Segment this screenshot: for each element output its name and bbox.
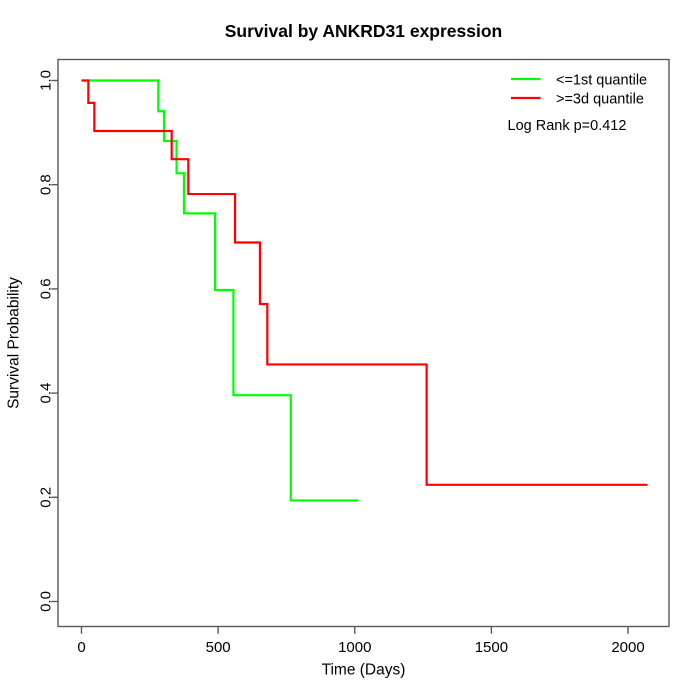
x-tick-label-3: 1500 xyxy=(475,639,508,656)
survival-curve-high xyxy=(81,79,648,486)
y-tick-label-3: 0.6 xyxy=(37,278,54,299)
plot-box xyxy=(57,58,670,628)
y-axis-label: Survival Probability xyxy=(6,277,23,409)
x-tick-label-1: 500 xyxy=(206,639,231,656)
y-tick-label-4: 0.8 xyxy=(37,174,54,195)
x-axis-label: Time (Days) xyxy=(322,662,406,679)
chart-title: Survival by ANKRD31 expression xyxy=(225,21,503,41)
x-tick-label-2: 1000 xyxy=(338,639,371,656)
y-tick-label-1: 0.2 xyxy=(37,487,54,508)
legend-label-low: <=1st quantile xyxy=(556,73,647,89)
y-tick-label-0: 0.0 xyxy=(37,591,54,612)
log-rank-annotation: Log Rank p=0.412 xyxy=(508,118,627,134)
x-tick-label-4: 2000 xyxy=(611,639,644,656)
y-tick-label-5: 1.0 xyxy=(37,70,54,91)
survival-curve-low xyxy=(81,79,359,502)
legend-label-high: >=3d quantile xyxy=(556,92,644,108)
x-tick-label-0: 0 xyxy=(77,639,85,656)
legend: <=1st quantile >=3d quantile Log Rank p=… xyxy=(508,73,648,135)
y-tick-label-2: 0.4 xyxy=(37,383,54,404)
chart-generated-layer: 0 500 1000 1500 2000 0.0 0.2 0.4 0.6 0.8 1.0 xyxy=(37,70,648,656)
